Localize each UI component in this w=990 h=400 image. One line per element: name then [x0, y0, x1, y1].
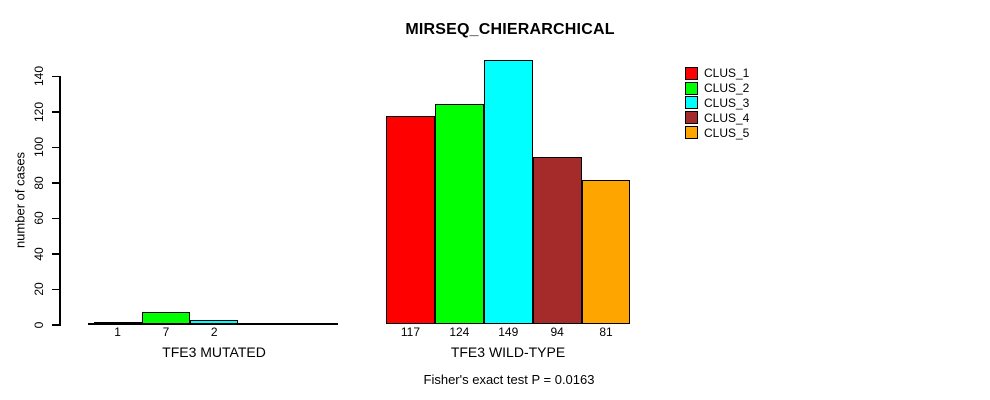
legend-swatch-icon [685, 66, 698, 80]
y-axis-tick [51, 324, 59, 326]
y-axis-tick-label: 100 [32, 136, 46, 158]
y-axis-tick-label: 20 [32, 282, 46, 296]
group-label-tfe3-mutated: TFE3 MUTATED [162, 344, 266, 360]
y-axis-tick-label: 80 [32, 175, 46, 190]
legend-item-clus_4: CLUS_4 [685, 110, 749, 125]
y-axis-tick [51, 217, 59, 219]
bar-value-label: 149 [498, 325, 519, 339]
bar-clus_3 [483, 59, 533, 324]
legend-label: CLUS_5 [704, 125, 750, 140]
fisher-test-caption: Fisher's exact test P = 0.0163 [423, 372, 595, 387]
bar-value-label: 1 [114, 325, 121, 339]
legend-label: CLUS_3 [704, 95, 750, 110]
bar-clus_4 [532, 157, 582, 324]
y-axis-tick [51, 182, 59, 184]
bar-value-label: 124 [449, 325, 470, 339]
bar-value-label: 7 [162, 325, 170, 339]
legend-swatch-icon [685, 81, 698, 95]
legend: CLUS_1 CLUS_2 CLUS_3 CLUS_4 CLUS_5 [685, 66, 749, 140]
legend-label: CLUS_4 [704, 110, 750, 125]
bar-value-label: 94 [550, 325, 564, 339]
legend-swatch-icon [685, 96, 698, 110]
y-axis-tick-label: 60 [32, 211, 46, 225]
y-axis-line [59, 75, 61, 326]
y-axis-tick-label: 120 [32, 101, 46, 122]
legend-label: CLUS_2 [704, 81, 750, 96]
bar-clus_3 [190, 320, 239, 324]
bar-clus_1 [93, 322, 142, 324]
y-axis-tick [51, 111, 59, 113]
y-axis-tick [51, 288, 59, 290]
bar-value-label: 81 [599, 325, 613, 339]
chart-title: MIRSEQ_CHIERARCHICAL [405, 21, 615, 38]
legend-swatch-icon [685, 111, 698, 125]
bar-clus_1 [386, 116, 435, 324]
bar-clus_2 [141, 311, 191, 324]
bar-clus_5 [581, 180, 631, 324]
y-axis-tick [51, 253, 59, 255]
bar-value-label: 117 [400, 325, 421, 339]
bar-clus_2 [434, 103, 484, 324]
legend-swatch-icon [685, 126, 698, 140]
y-axis-tick-label: 40 [32, 246, 46, 261]
y-axis-tick [51, 146, 59, 148]
legend-item-clus_3: CLUS_3 [685, 96, 749, 111]
y-axis-tick [51, 75, 59, 77]
y-axis-tick-label: 0 [32, 321, 46, 328]
legend-label: CLUS_1 [704, 66, 750, 81]
bar-value-label: 2 [210, 325, 218, 339]
y-axis-tick-label: 140 [32, 65, 46, 87]
group-label-tfe3-wild-type: TFE3 WILD-TYPE [450, 344, 566, 360]
legend-item-clus_2: CLUS_2 [685, 81, 749, 96]
y-axis-label: number of cases [12, 151, 28, 249]
legend-item-clus_5: CLUS_5 [685, 125, 749, 140]
legend-item-clus_1: CLUS_1 [685, 66, 749, 81]
